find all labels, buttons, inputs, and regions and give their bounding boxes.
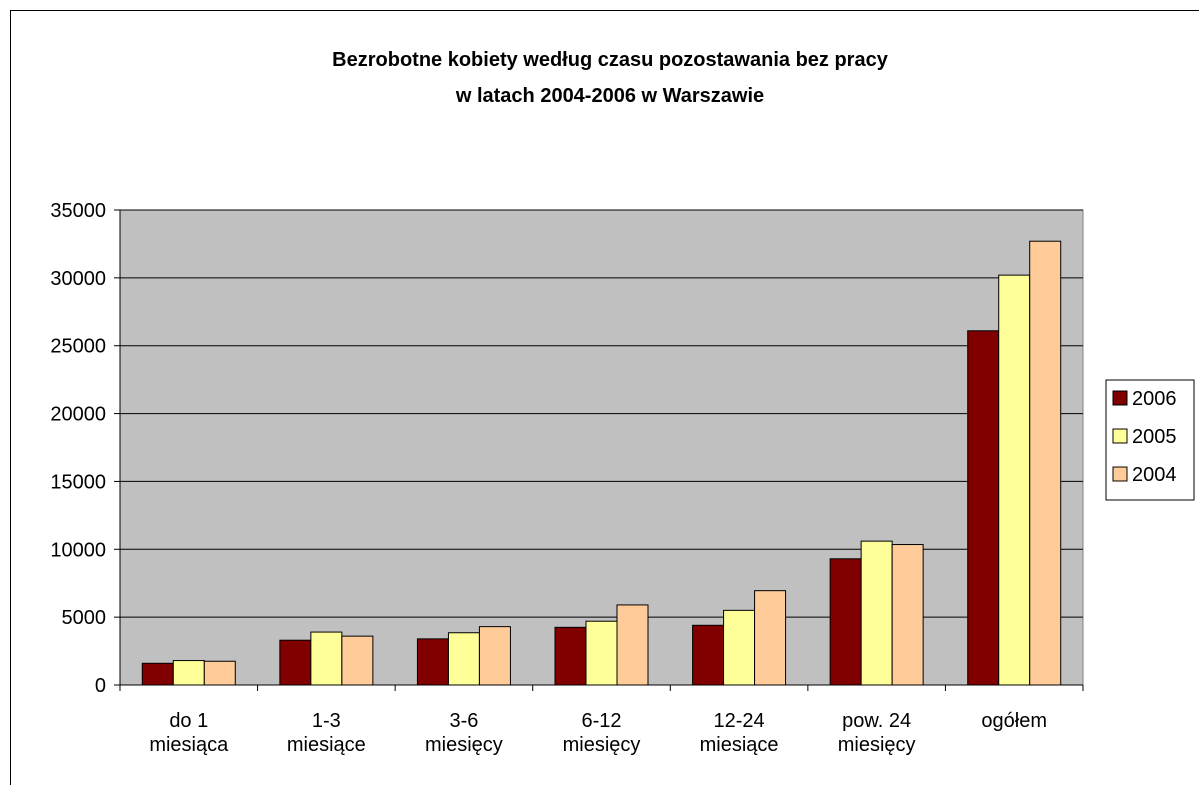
legend-label: 2005 xyxy=(1132,426,1177,448)
x-tick-label: do 1 miesiąca xyxy=(149,710,229,756)
bar xyxy=(416,638,449,686)
bar xyxy=(754,590,787,686)
bar xyxy=(310,631,343,686)
bar xyxy=(172,660,205,686)
x-tick-label: 6-12 miesięcy xyxy=(563,710,641,756)
x-tick-label: 1-3 miesiące xyxy=(287,710,366,756)
legend-swatch xyxy=(1112,390,1128,406)
bar xyxy=(829,558,862,686)
bar xyxy=(554,626,587,686)
bar xyxy=(891,544,924,686)
y-tick-label: 20000 xyxy=(50,404,106,426)
bar xyxy=(447,632,480,686)
x-tick-label: 12-24 miesiące xyxy=(700,710,779,756)
y-tick-label: 35000 xyxy=(50,200,106,222)
bar xyxy=(279,639,312,686)
y-tick-label: 25000 xyxy=(50,336,106,358)
legend-label: 2006 xyxy=(1132,388,1177,410)
y-tick-label: 0 xyxy=(95,675,106,697)
legend-swatch xyxy=(1112,466,1128,482)
legend-label: 2004 xyxy=(1132,464,1177,486)
bar xyxy=(967,330,1000,686)
bar xyxy=(616,604,649,686)
bar xyxy=(203,660,236,686)
bar xyxy=(341,635,374,686)
bar xyxy=(998,274,1031,686)
x-tick-label: 3-6 miesięcy xyxy=(425,710,503,756)
x-tick-label: ogółem xyxy=(981,710,1047,732)
bar xyxy=(692,624,725,686)
bar xyxy=(478,626,511,686)
bar xyxy=(1029,240,1062,686)
y-tick-label: 10000 xyxy=(50,539,106,561)
legend-swatch xyxy=(1112,428,1128,444)
y-tick-label: 30000 xyxy=(50,268,106,290)
bar xyxy=(723,609,756,686)
x-tick-label: pow. 24 miesięcy xyxy=(838,710,916,756)
y-tick-label: 5000 xyxy=(62,607,107,629)
chart-title: Bezrobotne kobiety według czasu pozostaw… xyxy=(332,49,889,107)
plot-area xyxy=(119,209,1084,686)
bar xyxy=(860,540,893,686)
y-tick-label: 15000 xyxy=(50,471,106,493)
bar xyxy=(585,620,618,686)
bar xyxy=(141,662,174,686)
